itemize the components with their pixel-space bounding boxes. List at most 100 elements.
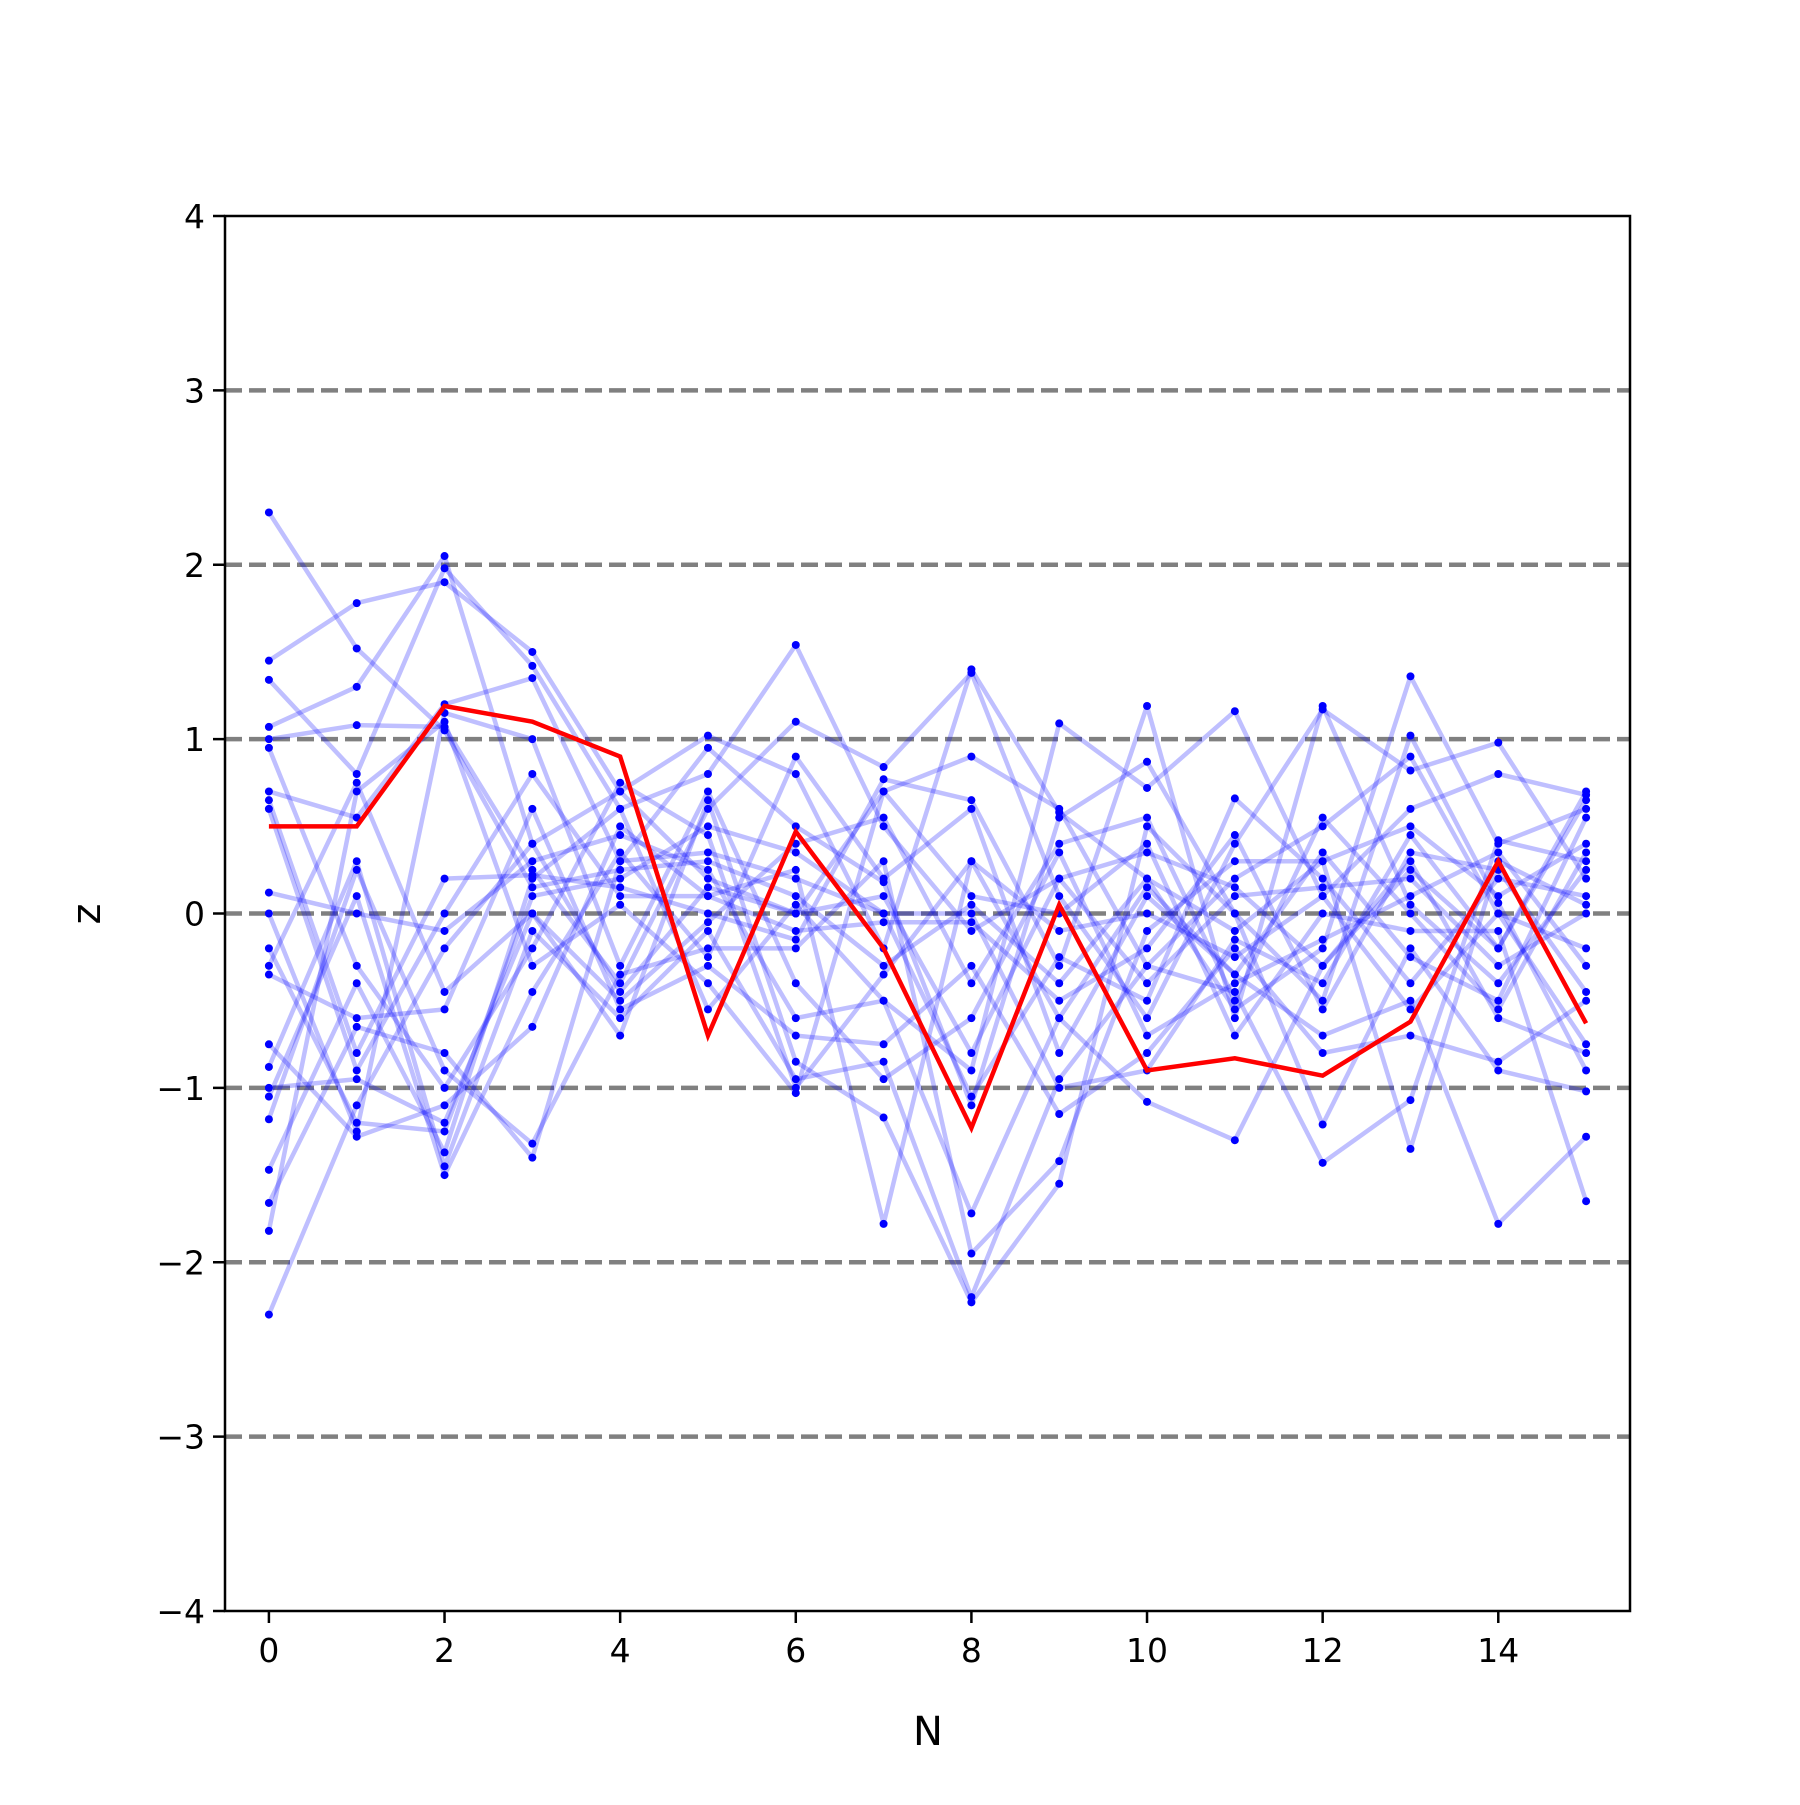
data-point bbox=[264, 1115, 273, 1124]
data-point bbox=[616, 970, 625, 979]
data-point bbox=[703, 865, 712, 874]
data-point bbox=[352, 1075, 361, 1084]
data-point bbox=[1230, 883, 1239, 892]
data-point bbox=[352, 644, 361, 653]
data-point bbox=[879, 909, 888, 918]
data-point bbox=[1143, 874, 1152, 883]
data-point bbox=[264, 796, 273, 805]
data-point bbox=[703, 892, 712, 901]
data-point bbox=[879, 996, 888, 1005]
data-point bbox=[1143, 822, 1152, 831]
data-point bbox=[1230, 944, 1239, 953]
data-point bbox=[440, 1005, 449, 1014]
data-point bbox=[616, 883, 625, 892]
data-point bbox=[1494, 909, 1503, 918]
data-point bbox=[352, 1022, 361, 1031]
data-point bbox=[1494, 899, 1503, 908]
data-point bbox=[1318, 892, 1327, 901]
data-point bbox=[264, 675, 273, 684]
data-point bbox=[703, 918, 712, 927]
data-point bbox=[528, 892, 537, 901]
data-point bbox=[791, 717, 800, 726]
data-point bbox=[440, 944, 449, 953]
data-point bbox=[352, 1127, 361, 1136]
data-point bbox=[703, 979, 712, 988]
data-point bbox=[1230, 892, 1239, 901]
data-point bbox=[616, 979, 625, 988]
background-series-group bbox=[264, 508, 1591, 1319]
data-point bbox=[1582, 1066, 1591, 1075]
data-point bbox=[264, 1062, 273, 1071]
data-point bbox=[1494, 996, 1503, 1005]
data-point bbox=[1582, 839, 1591, 848]
data-point bbox=[1494, 1057, 1503, 1066]
x-tick-label: 6 bbox=[785, 1631, 806, 1670]
data-point bbox=[1143, 701, 1152, 710]
data-point bbox=[352, 770, 361, 778]
data-point bbox=[1055, 813, 1064, 822]
data-point bbox=[1230, 831, 1239, 840]
data-point bbox=[791, 874, 800, 883]
data-point bbox=[616, 778, 625, 787]
data-point bbox=[1318, 909, 1327, 918]
data-point bbox=[879, 1057, 888, 1066]
data-point bbox=[1582, 987, 1591, 996]
background-series-line bbox=[266, 710, 1588, 1134]
data-point bbox=[352, 1118, 361, 1127]
data-point bbox=[616, 900, 625, 909]
data-point bbox=[967, 1209, 976, 1218]
data-point bbox=[967, 1066, 976, 1075]
data-point bbox=[1582, 804, 1591, 813]
background-series-line bbox=[268, 670, 1588, 1021]
data-point bbox=[616, 822, 625, 831]
data-point bbox=[1406, 1031, 1415, 1040]
background-series-line bbox=[266, 747, 1588, 1091]
data-point bbox=[1143, 961, 1152, 970]
data-point bbox=[703, 953, 712, 962]
highlight-series-group bbox=[268, 703, 1589, 1134]
data-point bbox=[352, 979, 361, 988]
data-point bbox=[1055, 1075, 1064, 1084]
data-point bbox=[879, 1075, 888, 1084]
background-series-line bbox=[266, 806, 1588, 1227]
data-point bbox=[1143, 944, 1152, 953]
data-point bbox=[1318, 1158, 1327, 1167]
data-point bbox=[1230, 996, 1239, 1005]
data-point bbox=[879, 1219, 888, 1228]
data-point bbox=[352, 1014, 361, 1023]
data-point bbox=[1055, 1083, 1064, 1092]
data-point bbox=[967, 918, 976, 927]
data-point bbox=[791, 909, 800, 918]
data-point bbox=[1406, 944, 1415, 953]
data-point bbox=[967, 1249, 976, 1258]
background-series-line bbox=[268, 797, 1587, 1305]
data-point bbox=[1582, 1132, 1591, 1141]
data-point bbox=[440, 987, 449, 996]
data-point bbox=[1582, 944, 1591, 953]
data-point bbox=[1318, 822, 1327, 831]
data-point bbox=[264, 961, 273, 970]
data-point bbox=[1318, 874, 1327, 883]
x-tick-label: 0 bbox=[258, 1631, 279, 1670]
data-point bbox=[1582, 848, 1591, 857]
data-point bbox=[1055, 961, 1064, 970]
data-point bbox=[791, 1031, 800, 1040]
data-point bbox=[1318, 979, 1327, 988]
data-point bbox=[1318, 1031, 1327, 1040]
data-point bbox=[1143, 979, 1152, 988]
data-point bbox=[528, 874, 537, 883]
data-point bbox=[1230, 874, 1239, 883]
data-point bbox=[967, 900, 976, 909]
data-point bbox=[264, 787, 273, 796]
y-axis: −4 −3 −2 −1 0 1 2 3 4 bbox=[156, 197, 225, 1631]
data-point bbox=[1318, 701, 1327, 710]
x-tick-label: 12 bbox=[1302, 1631, 1344, 1670]
data-point bbox=[1143, 1014, 1152, 1023]
data-point bbox=[1055, 719, 1064, 728]
data-point bbox=[1406, 752, 1415, 761]
data-point bbox=[1406, 874, 1415, 883]
y-tick-label: −3 bbox=[156, 1418, 205, 1457]
data-point bbox=[703, 857, 712, 866]
data-point bbox=[1582, 1197, 1591, 1206]
highlight-series-line bbox=[268, 703, 1589, 1134]
